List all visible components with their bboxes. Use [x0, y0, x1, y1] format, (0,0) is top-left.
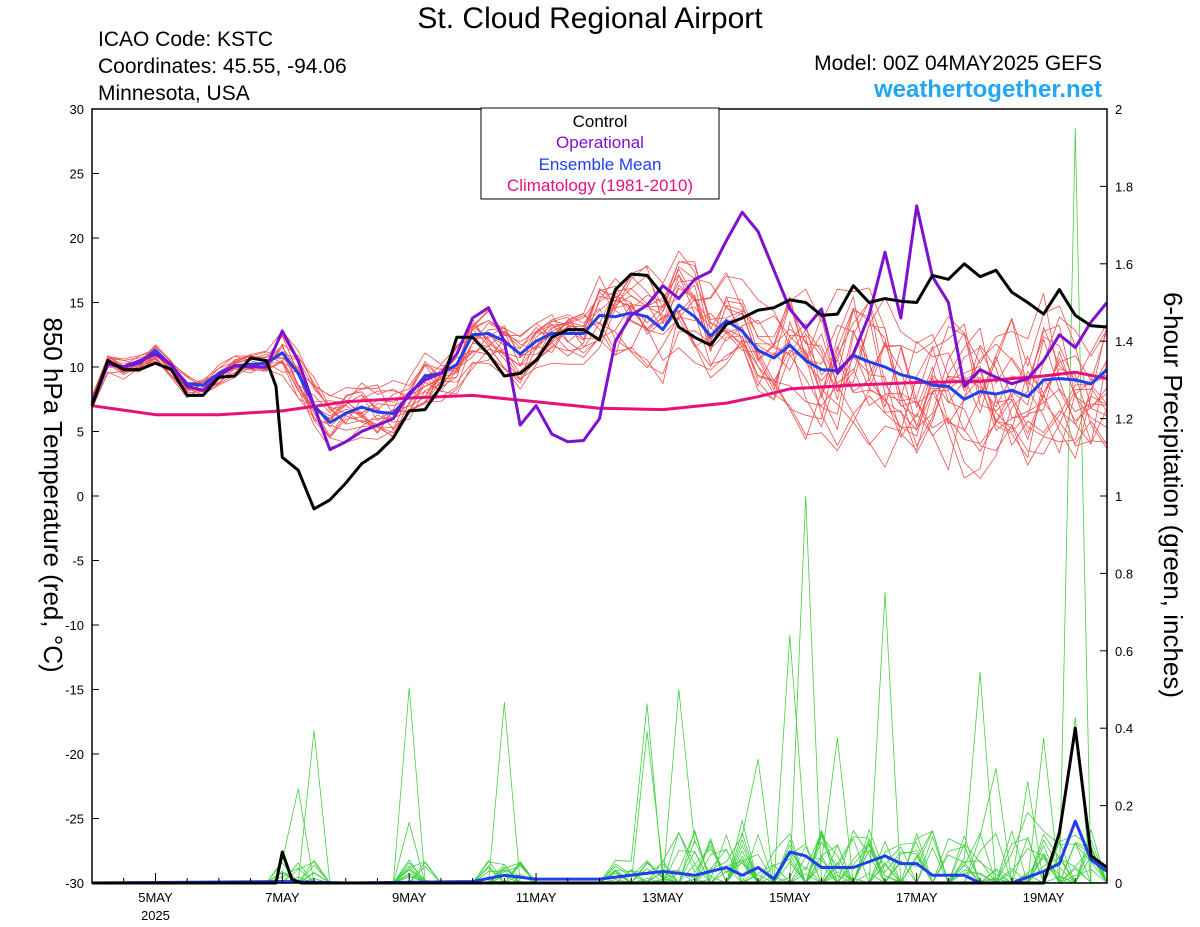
ensemble-precip-member	[1059, 127, 1092, 884]
x-tick-label: 9MAY	[392, 890, 427, 905]
ensemble-precip-member	[92, 687, 1107, 884]
climatology-temp-line	[91, 370, 1108, 417]
x-tick-label: 15MAY	[769, 890, 811, 905]
ensemble-temp-member	[91, 275, 1108, 471]
y-right-tick-label: 1	[1115, 489, 1122, 504]
ensemble-temp-member	[91, 261, 1108, 459]
y-right-tick-label: 0.4	[1115, 721, 1133, 736]
y-left-tick-label: 20	[70, 231, 84, 246]
y-left-tick-label: -15	[65, 683, 84, 698]
y-left-tick-label: 5	[77, 425, 84, 440]
location: Minnesota, USA	[98, 82, 250, 105]
y-left-tick-label: -20	[65, 747, 84, 762]
site-link[interactable]: weathertogether.net	[873, 76, 1102, 103]
ensemble-temp-member	[91, 250, 1108, 479]
y-right-axis-label: 6-hour Precipitation (green, inches)	[1158, 292, 1188, 698]
ensemble-precip-member	[92, 730, 1108, 884]
legend: Control Operational Ensemble Mean Climat…	[480, 107, 720, 200]
highlight-series	[90, 204, 1109, 885]
legend-climatology: Climatology (1981-2010)	[507, 176, 693, 195]
y-left-tick-label: -5	[72, 554, 84, 569]
y-right-tick-label: 0	[1115, 876, 1122, 891]
control-temp-line	[90, 262, 1108, 511]
coordinates: Coordinates: 45.55, -94.06	[98, 55, 347, 78]
y-right-tick-label: 0.6	[1115, 644, 1133, 659]
x-tick-label: 11MAY	[516, 890, 557, 905]
y-right-tick-label: 1.6	[1115, 257, 1133, 272]
ensemble-mean-temp-line	[90, 303, 1108, 424]
y-right-tick-label: 1.4	[1115, 334, 1133, 349]
model-run: Model: 00Z 04MAY2025 GEFS	[814, 52, 1102, 75]
control-precip-line	[92, 726, 1108, 885]
y-left-tick-label: 30	[70, 102, 84, 117]
ensemble-precip-member	[92, 703, 1108, 884]
ensemble-temp-member	[91, 291, 1108, 454]
y-right-tick-label: 2	[1115, 102, 1122, 117]
ensemble-precip-member	[662, 689, 696, 884]
y-left-tick-label: 10	[70, 360, 84, 375]
ensemble-precip-member	[789, 495, 822, 884]
operational-temp-line	[90, 204, 1109, 452]
y-right-tick-label: 1.2	[1115, 412, 1133, 427]
icao-code: ICAO Code: KSTC	[98, 28, 274, 51]
ensemble-mean-precip-line	[91, 819, 1108, 885]
y-left-tick-label: 15	[70, 296, 84, 311]
ensemble-precip-member	[92, 701, 1108, 884]
ensemble-temp-member	[91, 274, 1108, 468]
y-right-tick-label: 1.8	[1115, 179, 1133, 194]
legend-operational: Operational	[556, 133, 644, 152]
y-left-tick-label: 0	[77, 489, 84, 504]
x-tick-label: 5MAY	[138, 890, 173, 905]
legend-control: Control	[573, 112, 628, 131]
legend-box	[480, 107, 720, 200]
y-left-tick-label: -25	[65, 812, 84, 827]
ensemble-precip-member	[92, 671, 1108, 884]
ensemble-temp-member	[91, 278, 1108, 448]
y-left-tick-label: 25	[70, 167, 84, 182]
y-left-axis-label: 850 hPa Temperature (red, °C)	[38, 317, 68, 672]
y-left-tick-label: -10	[65, 618, 84, 633]
axes: 302520151050-5-10-15-20-25-3021.81.61.41…	[65, 102, 1133, 923]
y-right-tick-label: 0.2	[1115, 799, 1133, 814]
y-left-tick-label: -30	[65, 876, 84, 891]
ensemble-precip-member	[773, 634, 807, 884]
ensemble-precip-members	[92, 127, 1108, 884]
ensemble-precip-member	[92, 731, 1108, 884]
legend-ensemble-mean: Ensemble Mean	[539, 155, 662, 174]
chart-title: St. Cloud Regional Airport	[417, 2, 763, 35]
plot-frame	[91, 108, 1108, 884]
x-tick-sublabel: 2025	[141, 908, 170, 923]
ensemble-precip-member	[92, 812, 1108, 884]
y-right-tick-label: 0.8	[1115, 566, 1133, 581]
x-tick-label: 13MAY	[642, 890, 684, 905]
ensemble-precip-member	[92, 767, 1108, 884]
x-tick-label: 17MAY	[896, 890, 938, 905]
ensemble-precip-member	[868, 592, 902, 884]
x-tick-label: 19MAY	[1023, 890, 1065, 905]
x-tick-label: 7MAY	[265, 890, 300, 905]
